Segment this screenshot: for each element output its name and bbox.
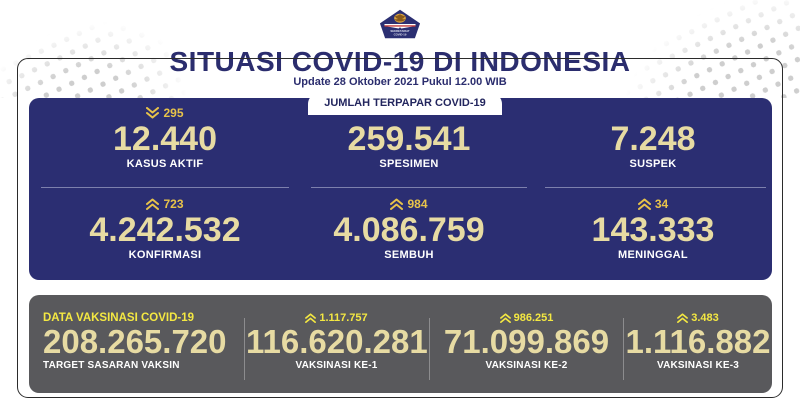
svg-text:COVID-19: COVID-19 <box>394 33 407 37</box>
